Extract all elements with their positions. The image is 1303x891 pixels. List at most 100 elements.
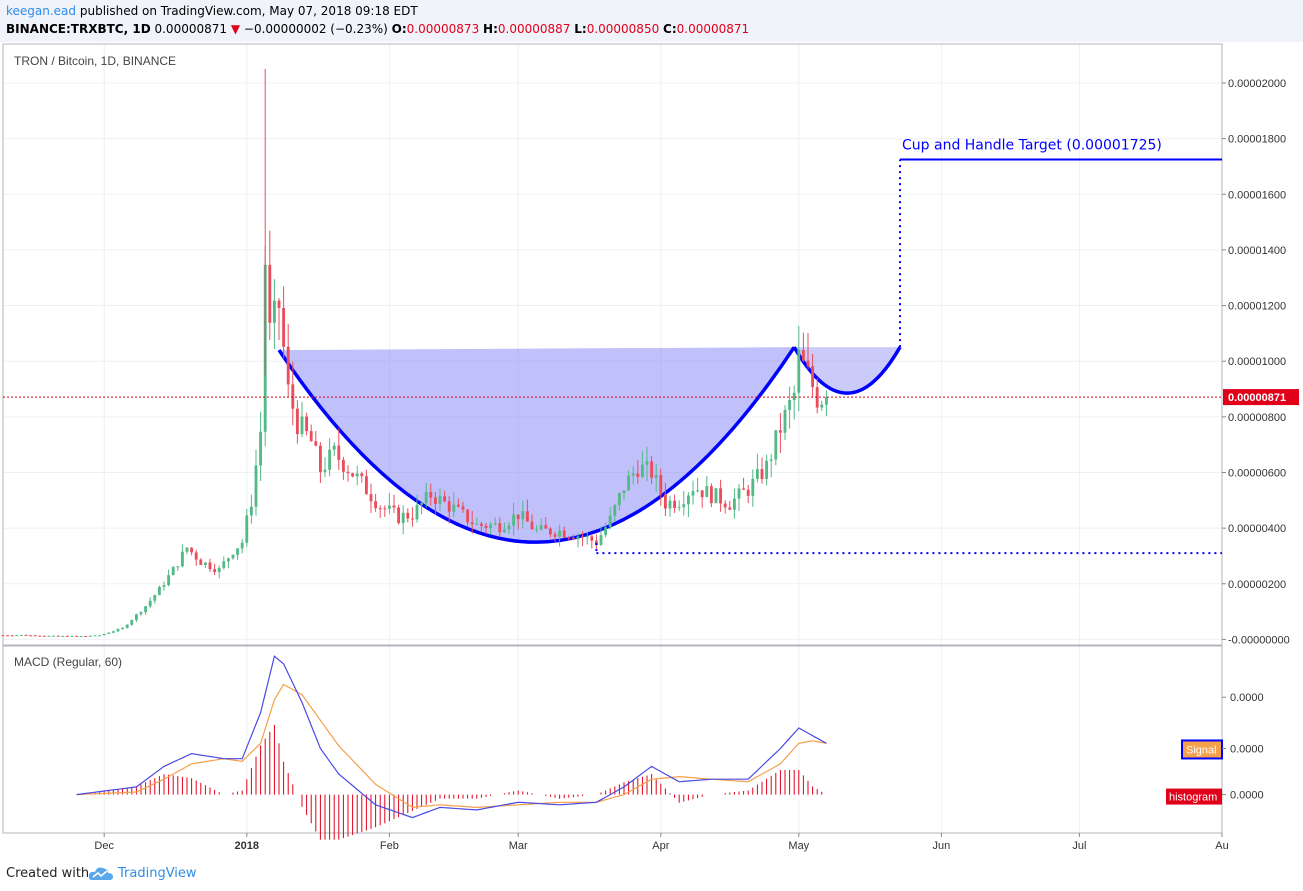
price-tick-label: 0.00001400 (1228, 245, 1286, 257)
candle-body (438, 496, 442, 504)
price-tick-label: 0.00000600 (1228, 467, 1286, 479)
candle-body (466, 509, 470, 523)
candle-body (571, 537, 575, 540)
last-price-tag-label: 0.00000871 (1228, 392, 1286, 404)
candle-body (176, 566, 180, 568)
author-link[interactable]: keegan.ead (6, 4, 77, 18)
open-value: 0.00000873 (406, 22, 480, 36)
candle-body (484, 525, 488, 528)
signal-line (76, 683, 827, 809)
candle-body (663, 494, 667, 509)
chart-header: keegan.ead published on TradingView.com,… (0, 0, 1303, 42)
candle-body (696, 490, 700, 492)
candle-body (636, 473, 640, 477)
candle-body (742, 488, 746, 490)
candle-body (323, 469, 327, 472)
change-value: −0.00000002 (−0.23%) (243, 22, 388, 36)
price-tick-label: 0.00001200 (1228, 301, 1286, 313)
axes-labels: 0.00002000 0.00001800 0.00001600 0.00001400… (94, 78, 1289, 852)
candle-body (236, 548, 240, 555)
candle-body (824, 397, 828, 405)
candle-body (650, 461, 654, 478)
candle-body (107, 632, 111, 634)
cup-and-handle-pattern (277, 346, 902, 544)
candle-body (659, 475, 663, 495)
macd-line (76, 655, 827, 819)
candle-body (732, 498, 736, 510)
candle-body (410, 518, 414, 520)
candle-body (125, 624, 129, 628)
candle-body (553, 534, 557, 537)
candle-body (755, 468, 759, 479)
candle-body (420, 503, 424, 505)
candle-body (42, 635, 46, 637)
chart-canvas[interactable]: 0.00000871 Cup and Handle Target (0.0000… (0, 42, 1303, 859)
candle-body (167, 575, 171, 586)
candle-body (691, 491, 695, 496)
candle-body (682, 504, 686, 508)
candle-body (792, 392, 796, 400)
candle-body (33, 635, 37, 637)
candle-body (461, 506, 465, 510)
candle-body (401, 512, 405, 524)
candle-body (194, 552, 198, 560)
candle-body (820, 404, 824, 408)
publish-info: published on TradingView.com, May 07, 20… (79, 4, 418, 18)
time-tick-label: Jun (933, 840, 951, 852)
candle-body (801, 349, 805, 361)
candle-body (286, 346, 290, 385)
candle-body (567, 537, 571, 539)
candle-body (295, 408, 299, 435)
candle-body (369, 494, 373, 502)
candle-body (627, 475, 631, 491)
candle-body (180, 551, 184, 567)
candle-body (38, 635, 42, 637)
signal-tag (1181, 739, 1223, 760)
created-with-label: Created with (6, 866, 90, 881)
price-tick-label: 0.00001000 (1228, 356, 1286, 368)
candle-body (387, 505, 391, 509)
candle-body (374, 501, 378, 509)
publish-line: keegan.ead published on TradingView.com,… (6, 4, 418, 18)
candle-body (516, 514, 520, 520)
candle-body (581, 536, 585, 538)
candle-body (217, 567, 221, 573)
candle-body (111, 631, 115, 633)
candle-body (608, 515, 612, 528)
candle-body (222, 561, 226, 568)
candle-body (728, 507, 732, 510)
candle-body (318, 445, 322, 472)
candle-body (456, 504, 460, 507)
time-tick-label: Au (1215, 840, 1228, 852)
candle-body (452, 504, 456, 512)
candle-body (249, 506, 253, 516)
price-tick-label: 0.00000800 (1228, 412, 1286, 424)
candle-body (6, 635, 10, 637)
tradingview-brand-link[interactable]: TradingView (118, 866, 197, 881)
price-tick-label: 0.00000400 (1228, 523, 1286, 535)
candle-body (723, 503, 727, 508)
candle-body (10, 635, 14, 637)
candle-body (130, 620, 134, 625)
candle-body (585, 536, 589, 538)
price-tick-label: 0.00001600 (1228, 189, 1286, 201)
candle-body (539, 525, 543, 530)
candle-body (328, 449, 332, 470)
candle-body (709, 486, 713, 504)
symbol-label: BINANCE:TRXBTC, 1D (6, 22, 151, 36)
candle-body (530, 521, 534, 530)
candle-body (604, 527, 608, 536)
candle-body (714, 488, 718, 504)
candle-body (654, 475, 658, 478)
candle-body (185, 547, 189, 552)
ohlc-line: BINANCE:TRXBTC, 1D 0.00000871 ▼ −0.00000… (6, 22, 749, 36)
candle-body (98, 635, 102, 637)
candle-body (190, 547, 194, 553)
candle-body (47, 635, 51, 637)
tradingview-cloud-icon (88, 867, 113, 880)
candle-body (300, 416, 304, 435)
candle-body (75, 635, 79, 637)
candle-body (424, 491, 428, 504)
macd-tick-label: 0.0000 (1230, 743, 1264, 755)
time-tick-label: Mar (509, 840, 528, 852)
